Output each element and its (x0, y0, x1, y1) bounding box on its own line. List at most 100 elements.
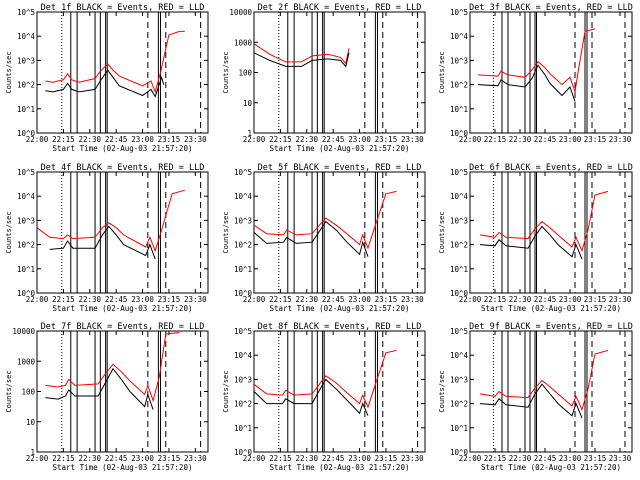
x-tick-label: 22:00 (459, 295, 482, 304)
y-axis-label: Counts/sec (5, 51, 13, 93)
x-tick-label: 22:15 (52, 135, 75, 144)
y-tick-label: 10^3 (450, 375, 468, 384)
y-axis-label: Counts/sec (438, 370, 446, 412)
lld-series (36, 189, 185, 253)
plot-frame (36, 171, 209, 294)
plot-frame (36, 11, 209, 134)
plot-frame (469, 11, 633, 134)
lld-series (253, 190, 397, 250)
x-tick-label: 22:30 (78, 295, 101, 304)
y-axis-label: Counts/sec (222, 211, 230, 253)
panel-det-9: Det 9f BLACK = Events, RED = LLD Counts/s… (438, 322, 633, 472)
y-tick-label: 10^0 (450, 448, 469, 457)
x-tick-label: 22:15 (484, 135, 507, 144)
lld-series (253, 349, 397, 409)
x-tick-label: 22:00 (243, 295, 266, 304)
y-tick-label: 10^2 (450, 81, 468, 90)
panel-title: Det 3f BLACK = Events, RED = LLD (469, 3, 633, 13)
x-axis-label: Start Time (02-Aug-03 21:57:20) (53, 463, 193, 472)
x-axis-label: Start Time (02-Aug-03 21:57:20) (270, 144, 410, 153)
y-tick-label: 10^3 (450, 56, 468, 65)
y-tick-label: 10^4 (17, 192, 36, 201)
x-tick-label: 23:15 (375, 295, 398, 304)
x-tick-label: 22:00 (243, 135, 266, 144)
x-tick-label: 23:30 (401, 135, 424, 144)
x-tick-label: 23:30 (609, 454, 632, 463)
y-tick-label: 10^5 (17, 8, 35, 17)
x-tick-label: 22:15 (484, 295, 507, 304)
x-tick-label: 22:00 (26, 454, 49, 463)
x-tick-label: 23:00 (348, 454, 371, 463)
y-tick-label: 10^0 (450, 129, 469, 138)
x-tick-label: 22:45 (534, 454, 557, 463)
x-tick-label: 23:15 (158, 295, 181, 304)
x-tick-label: 22:30 (295, 295, 318, 304)
plot-frame (469, 330, 633, 453)
y-tick-label: 10^3 (234, 375, 252, 384)
x-tick-label: 22:45 (105, 135, 128, 144)
x-tick-label: 22:45 (322, 454, 345, 463)
y-tick-label: 10^4 (450, 32, 469, 41)
y-tick-label: 10^1 (234, 424, 252, 433)
y-tick-label: 10000 (12, 327, 35, 336)
lld-series (45, 332, 180, 403)
panel-det-6: Det 6f BLACK = Events, RED = LLD Counts/s… (438, 163, 633, 313)
panel-title: Det 9f BLACK = Events, RED = LLD (469, 322, 633, 332)
y-tick-label: 10^1 (450, 424, 468, 433)
y-tick-label: 10^3 (17, 56, 35, 65)
y-tick-label: 10 (26, 418, 36, 427)
x-tick-label: 22:30 (509, 295, 532, 304)
x-tick-label: 23:30 (609, 295, 632, 304)
x-tick-label: 22:30 (509, 135, 532, 144)
y-axis-label: Counts/sec (438, 51, 446, 93)
y-axis-label: Counts/sec (222, 51, 230, 93)
y-tick-label: 10^2 (17, 81, 35, 90)
y-tick-label: 10^0 (450, 289, 469, 298)
y-tick-label: 10^1 (450, 265, 468, 274)
y-tick-label: 10 (243, 99, 253, 108)
y-tick-label: 10^2 (450, 400, 468, 409)
x-tick-label: 23:15 (158, 454, 181, 463)
lld-series (477, 28, 596, 93)
x-axis-label: Start Time (02-Aug-03 21:57:20) (270, 463, 410, 472)
x-tick-label: 23:00 (559, 454, 582, 463)
y-axis-label: Counts/sec (438, 211, 446, 253)
x-tick-label: 23:00 (348, 295, 371, 304)
x-tick-label: 22:15 (52, 295, 75, 304)
x-tick-label: 23:00 (559, 295, 582, 304)
y-tick-label: 100 (238, 69, 252, 78)
events-series (253, 378, 369, 416)
plot-frame (253, 171, 426, 294)
plot-frame (469, 171, 633, 294)
plot-frame (253, 330, 426, 453)
events-series (253, 52, 350, 68)
panel-title: Det 4f BLACK = Events, RED = LLD (41, 163, 205, 173)
lld-series (479, 349, 609, 412)
x-tick-label: 23:30 (609, 135, 632, 144)
y-tick-label: 10^0 (234, 448, 253, 457)
y-tick-label: 1000 (17, 357, 36, 366)
events-series (45, 69, 165, 98)
x-tick-label: 23:15 (584, 295, 607, 304)
y-tick-label: 1 (30, 448, 35, 457)
x-tick-label: 22:15 (484, 454, 507, 463)
events-series (479, 383, 583, 419)
x-tick-label: 23:00 (559, 135, 582, 144)
y-tick-label: 1 (247, 129, 252, 138)
x-tick-label: 22:00 (459, 135, 482, 144)
x-tick-label: 22:30 (295, 454, 318, 463)
y-tick-label: 10^1 (450, 105, 468, 114)
panel-det-8: Det 8f BLACK = Events, RED = LLD Counts/s… (222, 322, 426, 472)
x-axis-label: Start Time (02-Aug-03 21:57:20) (481, 463, 621, 472)
x-tick-label: 23:30 (184, 454, 207, 463)
y-tick-label: 10^2 (234, 400, 252, 409)
y-tick-label: 10^3 (450, 216, 468, 225)
x-tick-label: 23:30 (401, 295, 424, 304)
events-series (479, 225, 583, 260)
x-tick-label: 23:00 (131, 295, 154, 304)
y-tick-label: 10^0 (17, 289, 36, 298)
y-tick-label: 10^0 (234, 289, 253, 298)
panel-title: Det 5f BLACK = Events, RED = LLD (258, 163, 422, 173)
x-tick-label: 22:00 (26, 295, 49, 304)
